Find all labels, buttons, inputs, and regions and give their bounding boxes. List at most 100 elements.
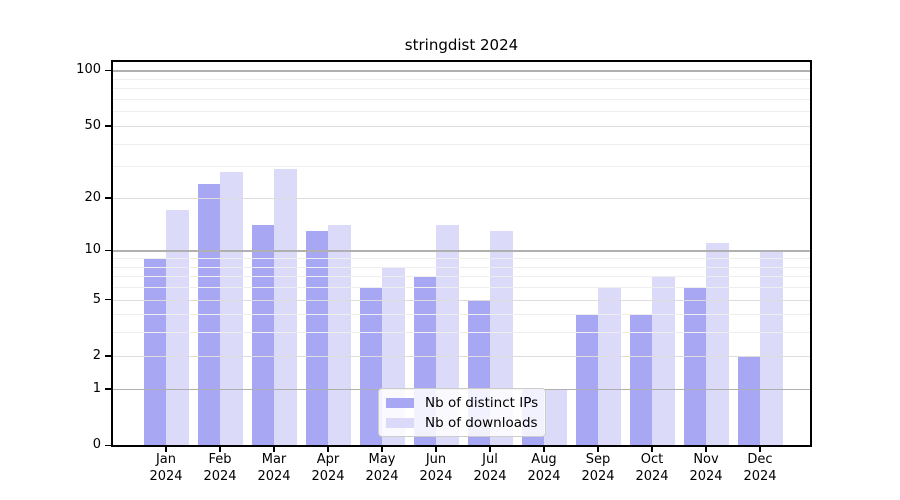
gridline-50 — [113, 125, 810, 127]
x-label-year: 2024 — [689, 468, 723, 484]
bar-downloads-dec — [760, 250, 783, 445]
gridline-70 — [113, 98, 810, 100]
bar-downloads-mar — [274, 168, 297, 445]
y-tick-label-5: 5 — [92, 291, 101, 307]
x-label-month: Feb — [208, 452, 232, 467]
x-tick-mar — [273, 447, 275, 452]
x-label-year: 2024 — [743, 468, 777, 484]
bar-distinct-ips-sep — [575, 314, 598, 445]
x-tick-nov — [705, 447, 707, 452]
gridline-2 — [113, 355, 810, 357]
x-tick-label-apr: Apr 2024 — [300, 452, 356, 485]
x-tick-label-sep: Sep 2024 — [570, 452, 626, 485]
bar-downloads-oct — [652, 276, 675, 445]
gridline-40 — [113, 143, 810, 145]
x-tick-label-feb: Feb 2024 — [192, 452, 248, 485]
x-tick-label-jun: Jun 2024 — [408, 452, 464, 485]
y-tick-label-10: 10 — [84, 242, 101, 258]
x-label-month: Apr — [316, 452, 340, 467]
x-label-month: Nov — [693, 452, 719, 467]
bar-downloads-aug — [544, 388, 567, 445]
bar-distinct-ips-feb — [197, 183, 220, 445]
bar-distinct-ips-dec — [737, 355, 760, 445]
y-tick-label-0: 0 — [92, 437, 101, 452]
y-tick-label-50: 50 — [84, 117, 101, 133]
x-tick-jun — [435, 447, 437, 452]
gridline-8 — [113, 266, 810, 268]
legend-swatch-downloads — [386, 418, 414, 428]
x-tick-jul — [489, 447, 491, 452]
x-label-month: Mar — [261, 452, 287, 467]
y-tick-20 — [105, 197, 111, 199]
gridline-100 — [113, 70, 810, 72]
y-tick-label-1: 1 — [92, 380, 101, 396]
y-tick-label-20: 20 — [84, 189, 101, 205]
bar-distinct-ips-jan — [143, 258, 166, 445]
legend-label-downloads: Nb of downloads — [425, 415, 538, 431]
legend-label-distinct-ips: Nb of distinct IPs — [425, 395, 539, 411]
gridline-7 — [113, 276, 810, 278]
bar-distinct-ips-apr — [305, 230, 328, 445]
x-label-year: 2024 — [149, 468, 183, 484]
x-tick-label-may: May 2024 — [354, 452, 410, 485]
x-label-month: Sep — [585, 452, 611, 467]
x-tick-label-oct: Oct 2024 — [624, 452, 680, 485]
x-label-month: Jan — [155, 452, 177, 467]
x-tick-jan — [165, 447, 167, 452]
gridline-30 — [113, 166, 810, 168]
x-label-month: Jul — [482, 452, 498, 467]
legend-item-downloads: Nb of downloads — [386, 413, 545, 433]
gridline-6 — [113, 287, 810, 289]
y-tick-0 — [105, 444, 111, 446]
x-tick-label-jul: Jul 2024 — [462, 452, 518, 485]
y-tick-label-2: 2 — [92, 347, 101, 363]
y-tick-1 — [105, 388, 111, 390]
bar-distinct-ips-may — [359, 287, 382, 445]
bar-downloads-nov — [706, 243, 729, 445]
gridline-10 — [113, 250, 810, 252]
y-tick-label-100: 100 — [76, 62, 101, 78]
x-label-year: 2024 — [311, 468, 345, 484]
x-tick-dec — [759, 447, 761, 452]
x-label-year: 2024 — [203, 468, 237, 484]
legend: Nb of distinct IPs Nb of downloads — [378, 388, 546, 437]
bar-downloads-jan — [166, 210, 189, 445]
x-tick-oct — [651, 447, 653, 452]
bar-downloads-feb — [220, 171, 243, 445]
x-label-month: Dec — [747, 452, 773, 467]
legend-rows: Nb of distinct IPs Nb of downloads — [386, 393, 545, 433]
x-label-month: Jun — [425, 452, 447, 467]
bar-distinct-ips-nov — [683, 287, 706, 445]
y-tick-50 — [105, 125, 111, 127]
y-tick-10 — [105, 249, 111, 252]
y-tick-100 — [105, 69, 111, 72]
gridline-80 — [113, 88, 810, 90]
x-tick-sep — [597, 447, 599, 452]
chart-title: stringdist 2024 — [404, 36, 519, 54]
gridline-60 — [113, 111, 810, 113]
x-label-year: 2024 — [257, 468, 291, 484]
gridline-3 — [113, 332, 810, 334]
gridline-20 — [113, 197, 810, 199]
x-label-year: 2024 — [527, 468, 561, 484]
gridline-5 — [113, 299, 810, 301]
x-tick-label-nov: Nov 2024 — [678, 452, 734, 485]
bar-downloads-sep — [598, 287, 621, 445]
x-tick-may — [381, 447, 383, 452]
x-tick-aug — [543, 447, 545, 452]
x-label-month: Oct — [640, 452, 664, 467]
y-tick-2 — [105, 355, 111, 357]
legend-item-distinct-ips: Nb of distinct IPs — [386, 393, 545, 413]
x-label-year: 2024 — [473, 468, 507, 484]
x-tick-label-aug: Aug 2024 — [516, 452, 572, 485]
x-tick-apr — [327, 447, 329, 452]
bar-distinct-ips-oct — [629, 314, 652, 445]
gridline-4 — [113, 314, 810, 316]
x-label-year: 2024 — [365, 468, 399, 484]
x-label-year: 2024 — [635, 468, 669, 484]
y-tick-5 — [105, 299, 111, 301]
x-label-year: 2024 — [419, 468, 453, 484]
